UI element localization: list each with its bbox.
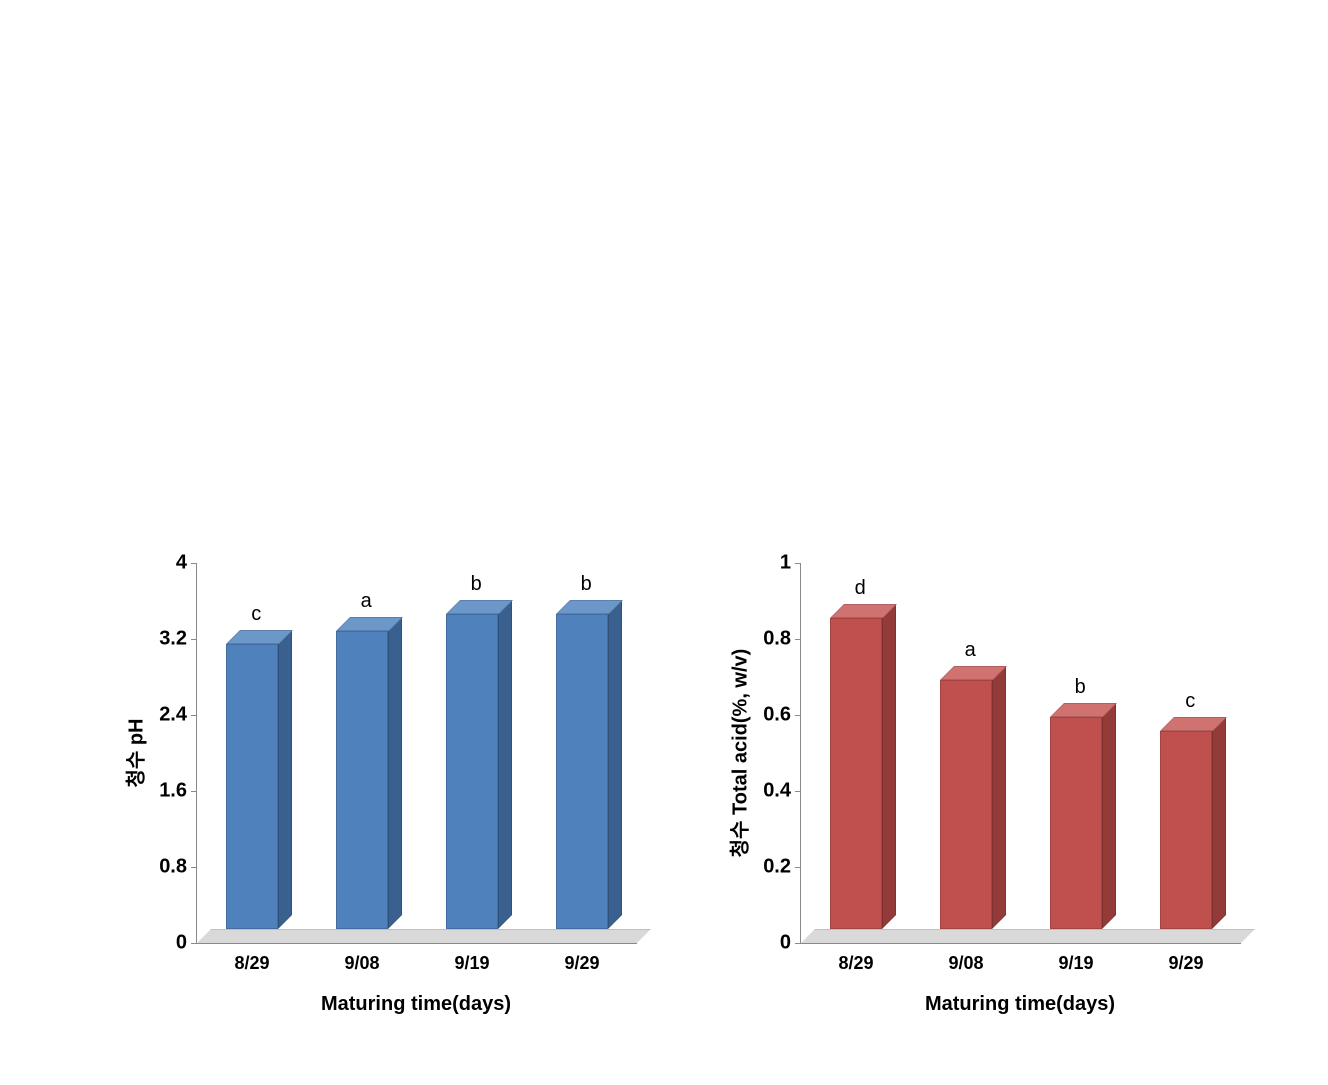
bar-data-label: a xyxy=(965,639,976,662)
y-tick-label: 1.6 xyxy=(159,780,197,803)
ph-y-axis-title: 청수 pH xyxy=(120,718,149,787)
bar xyxy=(1160,731,1213,929)
ph-x-axis-title: Maturing time(days) xyxy=(321,993,511,1016)
bar-data-label: c xyxy=(251,603,261,626)
x-tick-label: 9/19 xyxy=(1058,953,1093,974)
bar xyxy=(446,614,499,929)
total-acid-chart: 00.20.40.60.81d8/29a9/08b9/19c9/29 청수 To… xyxy=(700,553,1260,1063)
total-acid-x-axis-title: Maturing time(days) xyxy=(925,993,1115,1016)
total-acid-y-axis-title: 청수 Total acid(%, w/v) xyxy=(724,649,753,858)
y-tick-label: 0.8 xyxy=(763,628,801,651)
y-tick-label: 0.2 xyxy=(763,856,801,879)
bar-data-label: b xyxy=(1075,676,1086,699)
ph-plot-floor xyxy=(197,929,651,943)
bar-data-label: b xyxy=(471,573,482,596)
total-acid-plot-area: 00.20.40.60.81d8/29a9/08b9/19c9/29 xyxy=(800,563,1241,944)
bar-data-label: c xyxy=(1185,690,1195,713)
y-tick-label: 0.6 xyxy=(763,704,801,727)
x-tick-label: 9/29 xyxy=(564,953,599,974)
bar xyxy=(226,644,279,929)
page: 00.81.62.43.24c8/29a9/08b9/19b9/29 청수 pH… xyxy=(0,0,1328,1085)
x-tick-label: 9/29 xyxy=(1168,953,1203,974)
bar-data-label: a xyxy=(361,590,372,613)
bar xyxy=(336,631,389,929)
ph-plot-area: 00.81.62.43.24c8/29a9/08b9/19b9/29 xyxy=(196,563,637,944)
bar xyxy=(1050,717,1103,929)
x-tick-label: 9/08 xyxy=(948,953,983,974)
y-tick-label: 0.4 xyxy=(763,780,801,803)
bar xyxy=(556,614,609,929)
bar xyxy=(940,680,993,929)
x-tick-label: 8/29 xyxy=(838,953,873,974)
y-tick-label: 0.8 xyxy=(159,856,197,879)
total-acid-plot-floor xyxy=(801,929,1255,943)
x-tick-label: 8/29 xyxy=(234,953,269,974)
ph-chart: 00.81.62.43.24c8/29a9/08b9/19b9/29 청수 pH… xyxy=(106,553,646,1063)
x-tick-label: 9/19 xyxy=(454,953,489,974)
y-tick-label: 1 xyxy=(780,552,801,575)
y-tick-label: 3.2 xyxy=(159,628,197,651)
y-tick-label: 4 xyxy=(176,552,197,575)
x-tick-label: 9/08 xyxy=(344,953,379,974)
y-tick-label: 0 xyxy=(176,932,197,955)
bar-data-label: d xyxy=(855,577,866,600)
bar-data-label: b xyxy=(581,573,592,596)
bar xyxy=(830,618,883,929)
y-tick-label: 2.4 xyxy=(159,704,197,727)
y-tick-label: 0 xyxy=(780,932,801,955)
